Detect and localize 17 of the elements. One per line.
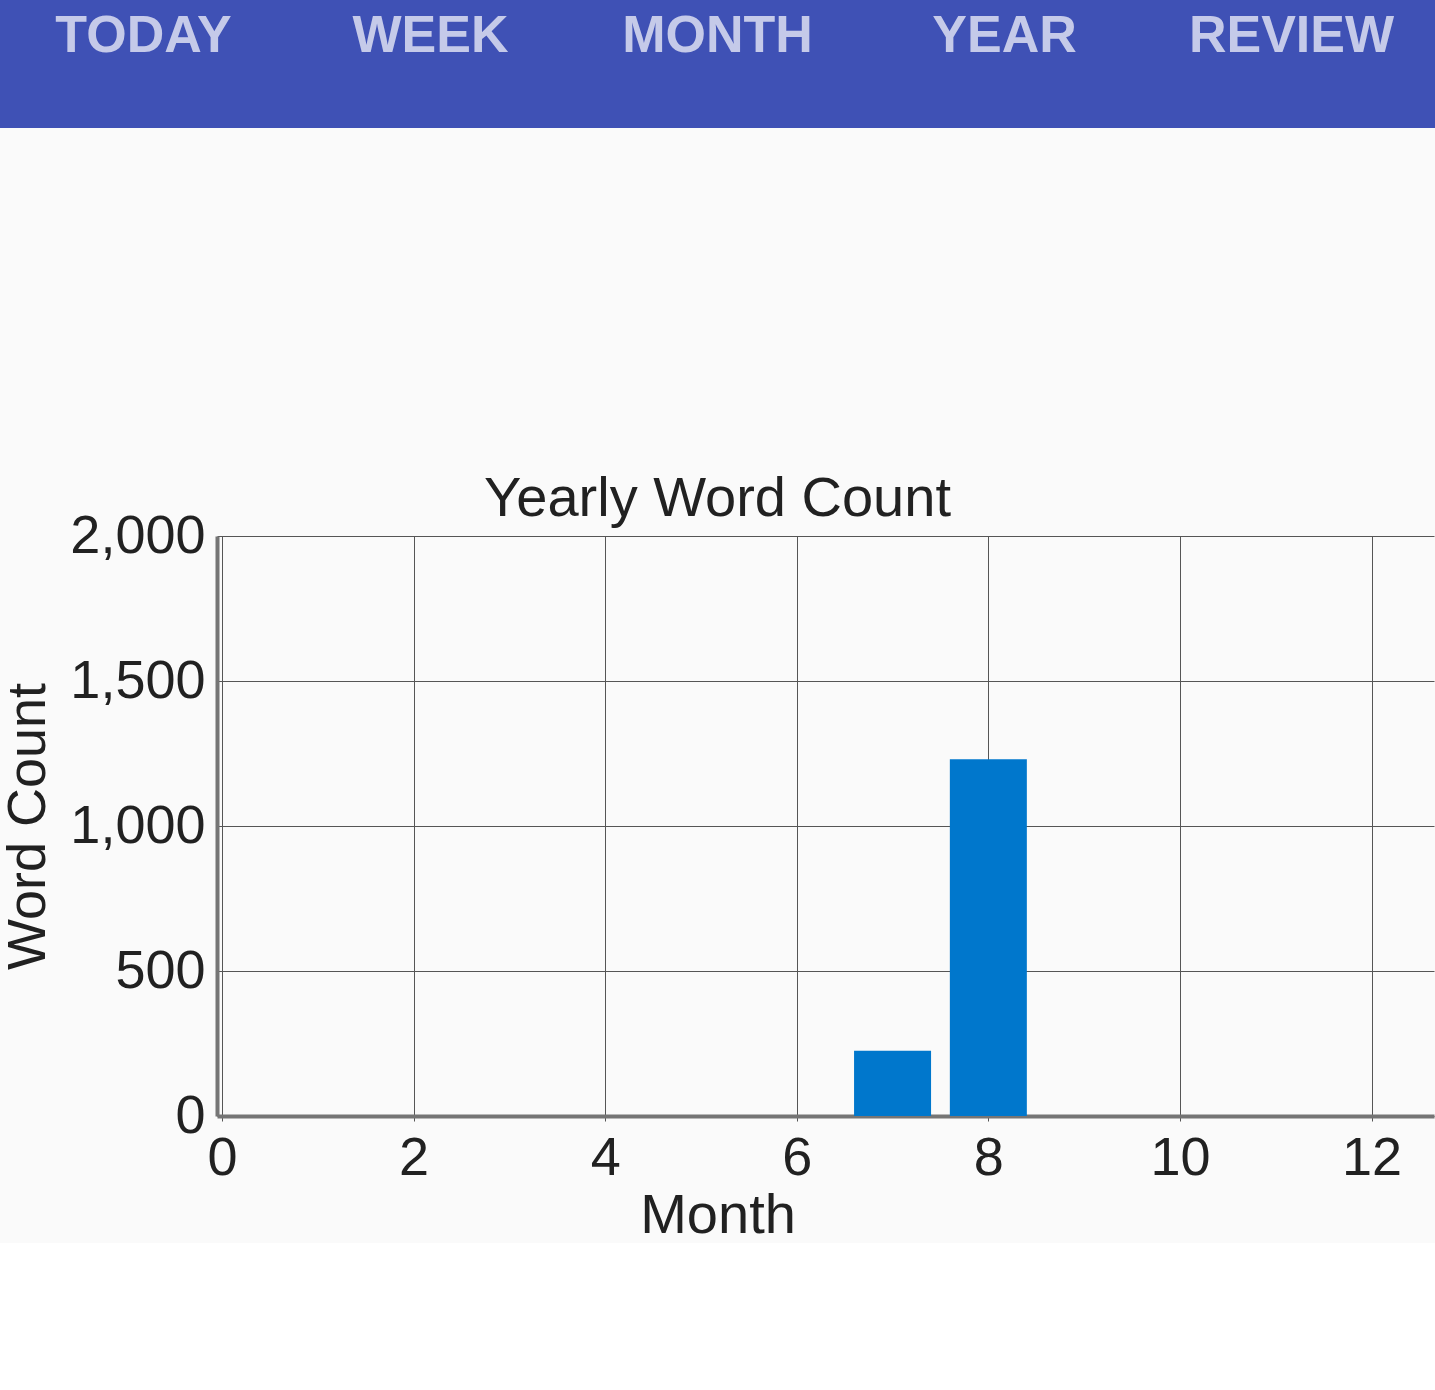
text: REVIEW [1188, 5, 1395, 63]
x-tick-label: 2 [399, 1125, 430, 1186]
y-axis-title: Word Count [0, 682, 56, 971]
x-tick-label: 8 [973, 1125, 1004, 1186]
x-tick-label: 10 [1150, 1125, 1211, 1186]
x-tick-label: 4 [590, 1125, 621, 1186]
y-tick-label: 2,000 [70, 503, 206, 564]
text: TODAY [55, 5, 232, 63]
text: YEAR [932, 5, 1077, 63]
y-tick-label: 1,500 [70, 648, 206, 709]
x-tick-label: 12 [1341, 1125, 1403, 1186]
y-tick-label: 500 [115, 938, 206, 999]
chart-title: Yearly Word Count [484, 465, 952, 528]
text: MONTH [622, 5, 813, 63]
y-tick-label: 0 [175, 1083, 206, 1144]
y-tick-label: 1,000 [70, 793, 206, 854]
text: WEEK [352, 5, 509, 63]
